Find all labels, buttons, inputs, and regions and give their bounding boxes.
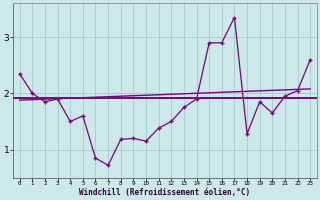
X-axis label: Windchill (Refroidissement éolien,°C): Windchill (Refroidissement éolien,°C) [79, 188, 251, 197]
